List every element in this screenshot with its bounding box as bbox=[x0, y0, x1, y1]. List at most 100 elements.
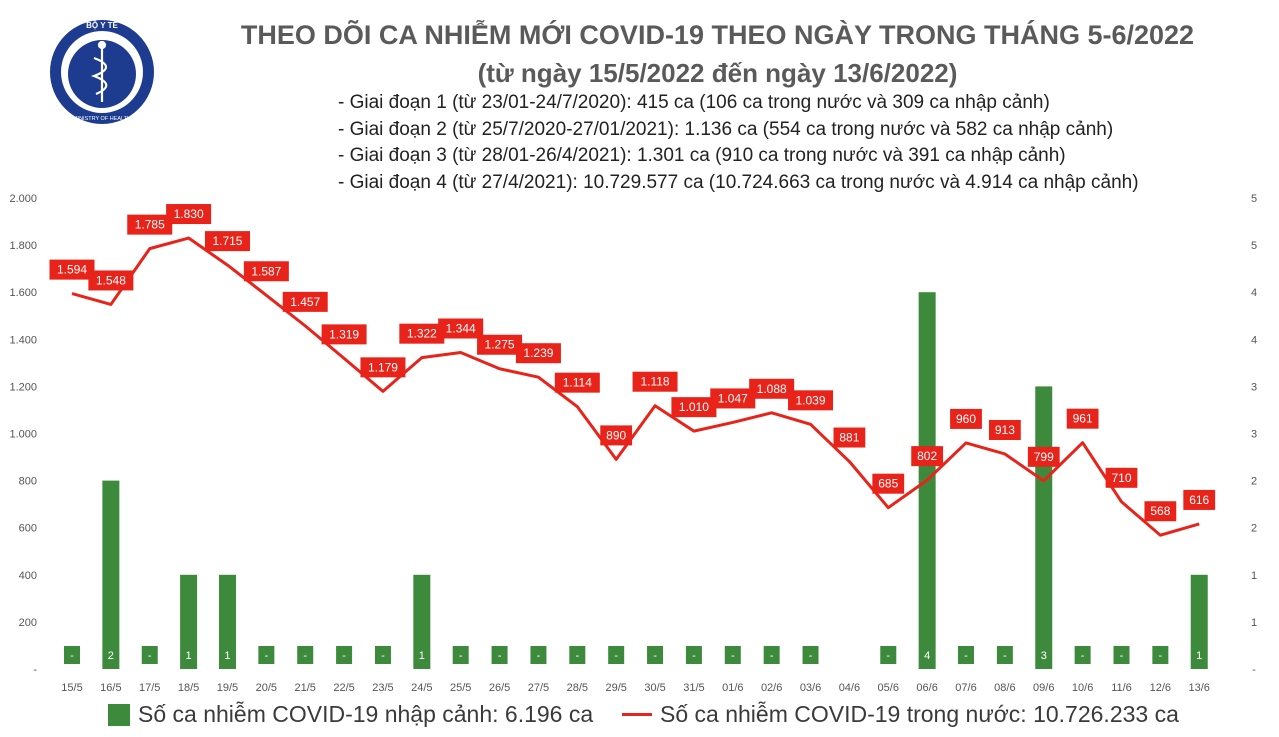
x-tick-label: 09/6 bbox=[1033, 682, 1054, 694]
y-left-tick-label: 1.400 bbox=[9, 334, 37, 346]
combo-chart: - 200 400 600 800 1.000 1.200 1.400 1.600 1.800 2.… bbox=[9, 193, 1257, 694]
domestic-data-label: 960 bbox=[956, 412, 976, 426]
imported-bar-label-box bbox=[297, 646, 314, 664]
imported-bar-label: 4 bbox=[924, 650, 930, 662]
legend-swatch-line bbox=[622, 713, 652, 716]
x-tick-label: 30/5 bbox=[644, 682, 665, 694]
imported-bar-label-box bbox=[569, 646, 586, 664]
caduceus-icon bbox=[90, 40, 108, 102]
domestic-label-box bbox=[632, 371, 678, 392]
domestic-data-label: 961 bbox=[1073, 412, 1093, 426]
domestic-data-label: 1.088 bbox=[757, 382, 787, 396]
domestic-data-label: 685 bbox=[878, 477, 898, 491]
domestic-label-box bbox=[49, 259, 95, 280]
x-tick-label: 22/5 bbox=[333, 682, 354, 694]
x-tick-label: 13/6 bbox=[1189, 682, 1210, 694]
chart-title: THEO DÕI CA NHIỄM MỚI COVID-19 THEO NGÀY… bbox=[240, 20, 1195, 50]
imported-bar-label-box bbox=[958, 646, 975, 664]
imported-bar-label-box bbox=[724, 646, 741, 664]
imported-bar bbox=[102, 480, 120, 669]
domestic-label-box bbox=[788, 390, 834, 411]
domestic-label-box bbox=[282, 291, 328, 312]
x-tick-label: 25/5 bbox=[450, 682, 471, 694]
imported-bar-label-box bbox=[1152, 646, 1169, 664]
imported-bar-label: - bbox=[731, 650, 735, 662]
domestic-data-label: 1.594 bbox=[57, 263, 87, 277]
imported-bar-label-box bbox=[64, 646, 80, 664]
x-tick-label: 29/5 bbox=[605, 682, 626, 694]
imported-bar-label: - bbox=[809, 650, 813, 662]
domestic-label-box bbox=[321, 324, 367, 345]
imported-bar-label-box bbox=[685, 646, 702, 664]
imported-bar-label: 1 bbox=[186, 650, 192, 662]
x-tick-label: 17/5 bbox=[139, 682, 160, 694]
x-tick-label: 11/6 bbox=[1111, 682, 1132, 694]
legend-swatch-bar bbox=[108, 703, 130, 726]
imported-bar-label: - bbox=[1159, 650, 1163, 662]
domestic-data-label: 1.548 bbox=[96, 273, 126, 287]
imported-bar bbox=[1190, 574, 1208, 669]
x-tick-label: 31/5 bbox=[683, 682, 704, 694]
x-tick-label: 28/5 bbox=[567, 682, 588, 694]
phase-notes: - Giai đoạn 1 (từ 23/01-24/7/2020): 415 … bbox=[338, 90, 1139, 196]
logo-text-bottom: MINISTRY OF HEALTH bbox=[73, 116, 131, 122]
imported-bar-label: - bbox=[537, 650, 541, 662]
y-left-tick-label: 1.000 bbox=[9, 429, 37, 441]
domestic-label-box bbox=[515, 343, 561, 364]
domestic-label-box bbox=[360, 357, 406, 378]
domestic-label-box bbox=[204, 231, 250, 252]
domestic-label-box bbox=[950, 408, 982, 429]
domestic-data-label: 913 bbox=[995, 423, 1015, 437]
legend-label-imported: Số ca nhiễm COVID-19 nhập cảnh: 6.196 ca bbox=[138, 701, 594, 727]
imported-bar-label-box bbox=[880, 646, 897, 664]
y-left-tick-label: 2.000 bbox=[9, 193, 37, 205]
imported-bar-label-box bbox=[763, 646, 780, 664]
imported-bar-label: - bbox=[459, 650, 463, 662]
imported-bar-label-box bbox=[608, 646, 625, 664]
imported-bar-label-box bbox=[1035, 646, 1052, 664]
y-right-tick-label: 4 bbox=[1251, 334, 1257, 346]
y-right-tick-label: 2 bbox=[1251, 476, 1257, 488]
imported-bar-label: - bbox=[303, 650, 307, 662]
domestic-data-label: 1.830 bbox=[174, 207, 204, 221]
domestic-data-label: 802 bbox=[917, 449, 937, 463]
x-tick-label: 16/5 bbox=[100, 682, 121, 694]
imported-bar-label: - bbox=[614, 650, 618, 662]
domestic-label-box bbox=[911, 446, 944, 467]
domestic-label-box bbox=[1066, 408, 1099, 429]
x-tick-label: 10/6 bbox=[1072, 682, 1093, 694]
phase-note-1: - Giai đoạn 1 (từ 23/01-24/7/2020): 415 … bbox=[338, 92, 1050, 113]
y-left-tick-label: 1.200 bbox=[9, 381, 37, 393]
legend-item-domestic: Số ca nhiễm COVID-19 trong nước: 10.726.… bbox=[622, 701, 1179, 728]
ministry-of-health-logo: BỘ Y TẾ MINISTRY OF HEALTH bbox=[50, 20, 154, 124]
x-tick-label: 06/6 bbox=[916, 682, 937, 694]
x-tick-label: 01/6 bbox=[722, 682, 743, 694]
imported-bar-label: 1 bbox=[1196, 650, 1202, 662]
x-tick-label: 15/5 bbox=[61, 682, 82, 694]
imported-bar bbox=[1035, 386, 1053, 669]
domestic-data-label: 1.587 bbox=[251, 264, 281, 278]
imported-bar-label-box bbox=[530, 646, 547, 664]
x-tick-label: 04/6 bbox=[839, 682, 860, 694]
domestic-data-label: 568 bbox=[1150, 504, 1170, 518]
imported-bar-label: - bbox=[886, 650, 890, 662]
imported-bar-label-box bbox=[1074, 646, 1091, 664]
y-right-tick-label: 3 bbox=[1251, 429, 1257, 441]
domestic-data-label: 1.715 bbox=[212, 234, 242, 248]
domestic-data-label: 1.114 bbox=[563, 376, 592, 390]
domestic-label-box bbox=[1183, 489, 1216, 510]
chart-subtitle: (từ ngày 15/5/2022 đến ngày 13/6/2022) bbox=[477, 58, 958, 88]
domestic-data-label: 1.457 bbox=[290, 295, 320, 309]
domestic-label-box bbox=[600, 425, 633, 446]
y-left-tick-label: - bbox=[33, 664, 37, 676]
imported-bar-label-box bbox=[919, 646, 936, 664]
x-tick-label: 26/5 bbox=[489, 682, 510, 694]
imported-bar-label: - bbox=[1081, 650, 1085, 662]
x-tick-label: 07/6 bbox=[955, 682, 976, 694]
logo-text-top: BỘ Y TẾ bbox=[86, 20, 118, 30]
x-tick-label: 12/6 bbox=[1150, 682, 1171, 694]
domestic-label-box bbox=[872, 473, 905, 494]
domestic-label-box bbox=[1027, 446, 1060, 467]
x-tick-label: 19/5 bbox=[217, 682, 238, 694]
imported-bar-label: - bbox=[265, 650, 269, 662]
